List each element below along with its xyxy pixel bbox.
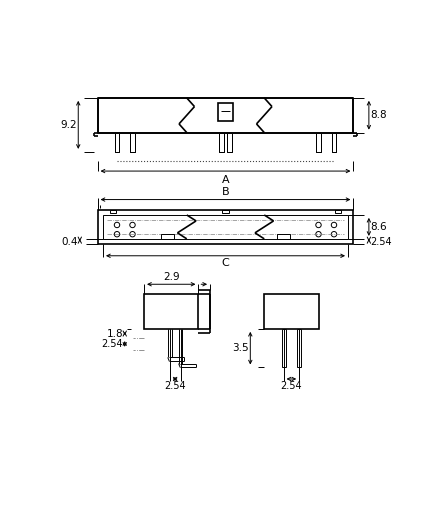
Text: 8.8: 8.8 (370, 110, 387, 120)
Bar (227, 133, 232, 152)
Bar (218, 103, 233, 121)
Text: 0.4: 0.4 (62, 237, 78, 246)
Bar (103, 215, 348, 239)
Text: B: B (222, 187, 229, 197)
Text: 8.6: 8.6 (370, 222, 387, 232)
Text: 2.54: 2.54 (370, 237, 392, 246)
Bar (335, 210, 341, 213)
Bar (130, 133, 135, 152)
Text: 2.54: 2.54 (281, 382, 302, 391)
Bar (264, 294, 319, 329)
Text: 2.54: 2.54 (102, 339, 123, 349)
Bar (278, 234, 290, 239)
Text: 2.54: 2.54 (164, 382, 186, 391)
Text: 2.9: 2.9 (163, 272, 180, 282)
Bar (222, 210, 229, 213)
Bar (282, 329, 286, 367)
Bar (98, 210, 353, 244)
Bar (297, 329, 301, 367)
Bar (316, 133, 321, 152)
Bar (161, 234, 173, 239)
Bar (219, 133, 224, 152)
Text: 9.2: 9.2 (60, 120, 77, 130)
Bar (332, 133, 336, 152)
Bar (115, 133, 119, 152)
Bar (98, 98, 353, 133)
Bar (144, 294, 198, 329)
Text: 1.8: 1.8 (106, 329, 123, 338)
Text: 3.5: 3.5 (232, 343, 249, 353)
Text: A: A (222, 175, 229, 185)
Bar (110, 210, 116, 213)
Text: C: C (222, 258, 229, 268)
